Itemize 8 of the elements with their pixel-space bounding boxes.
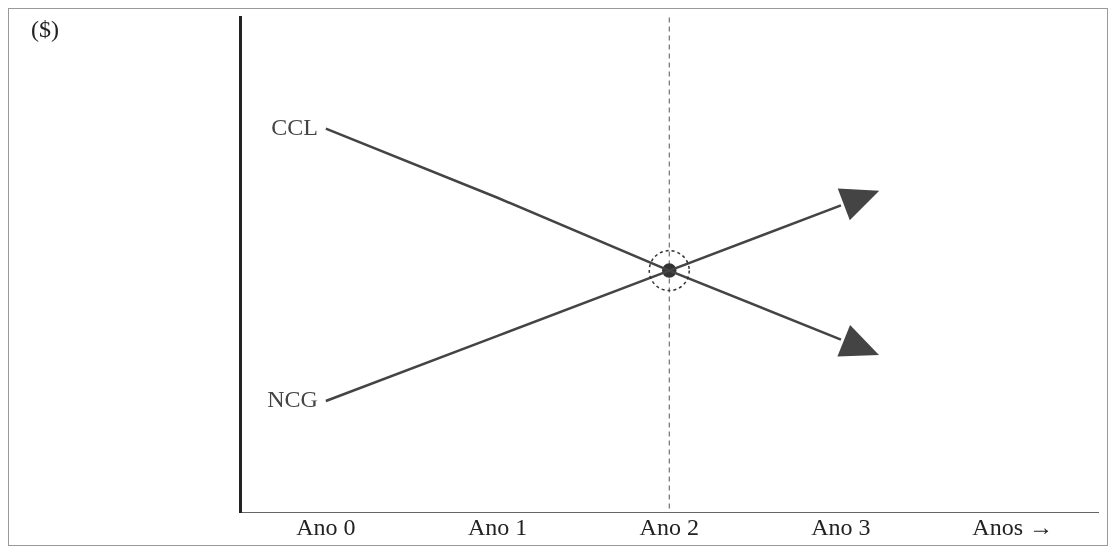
series-label: CCL xyxy=(271,114,318,141)
x-tick-label: Ano 3 xyxy=(811,513,871,540)
x-tick-label: Ano 1 xyxy=(467,513,528,540)
series-label: NCG xyxy=(267,386,318,413)
x-tick-label: Ano 0 xyxy=(296,513,356,540)
text: ($) xyxy=(31,16,59,43)
x-tick-label: Anos → xyxy=(972,513,1053,540)
x-tick-label: Ano 2 xyxy=(639,513,699,540)
